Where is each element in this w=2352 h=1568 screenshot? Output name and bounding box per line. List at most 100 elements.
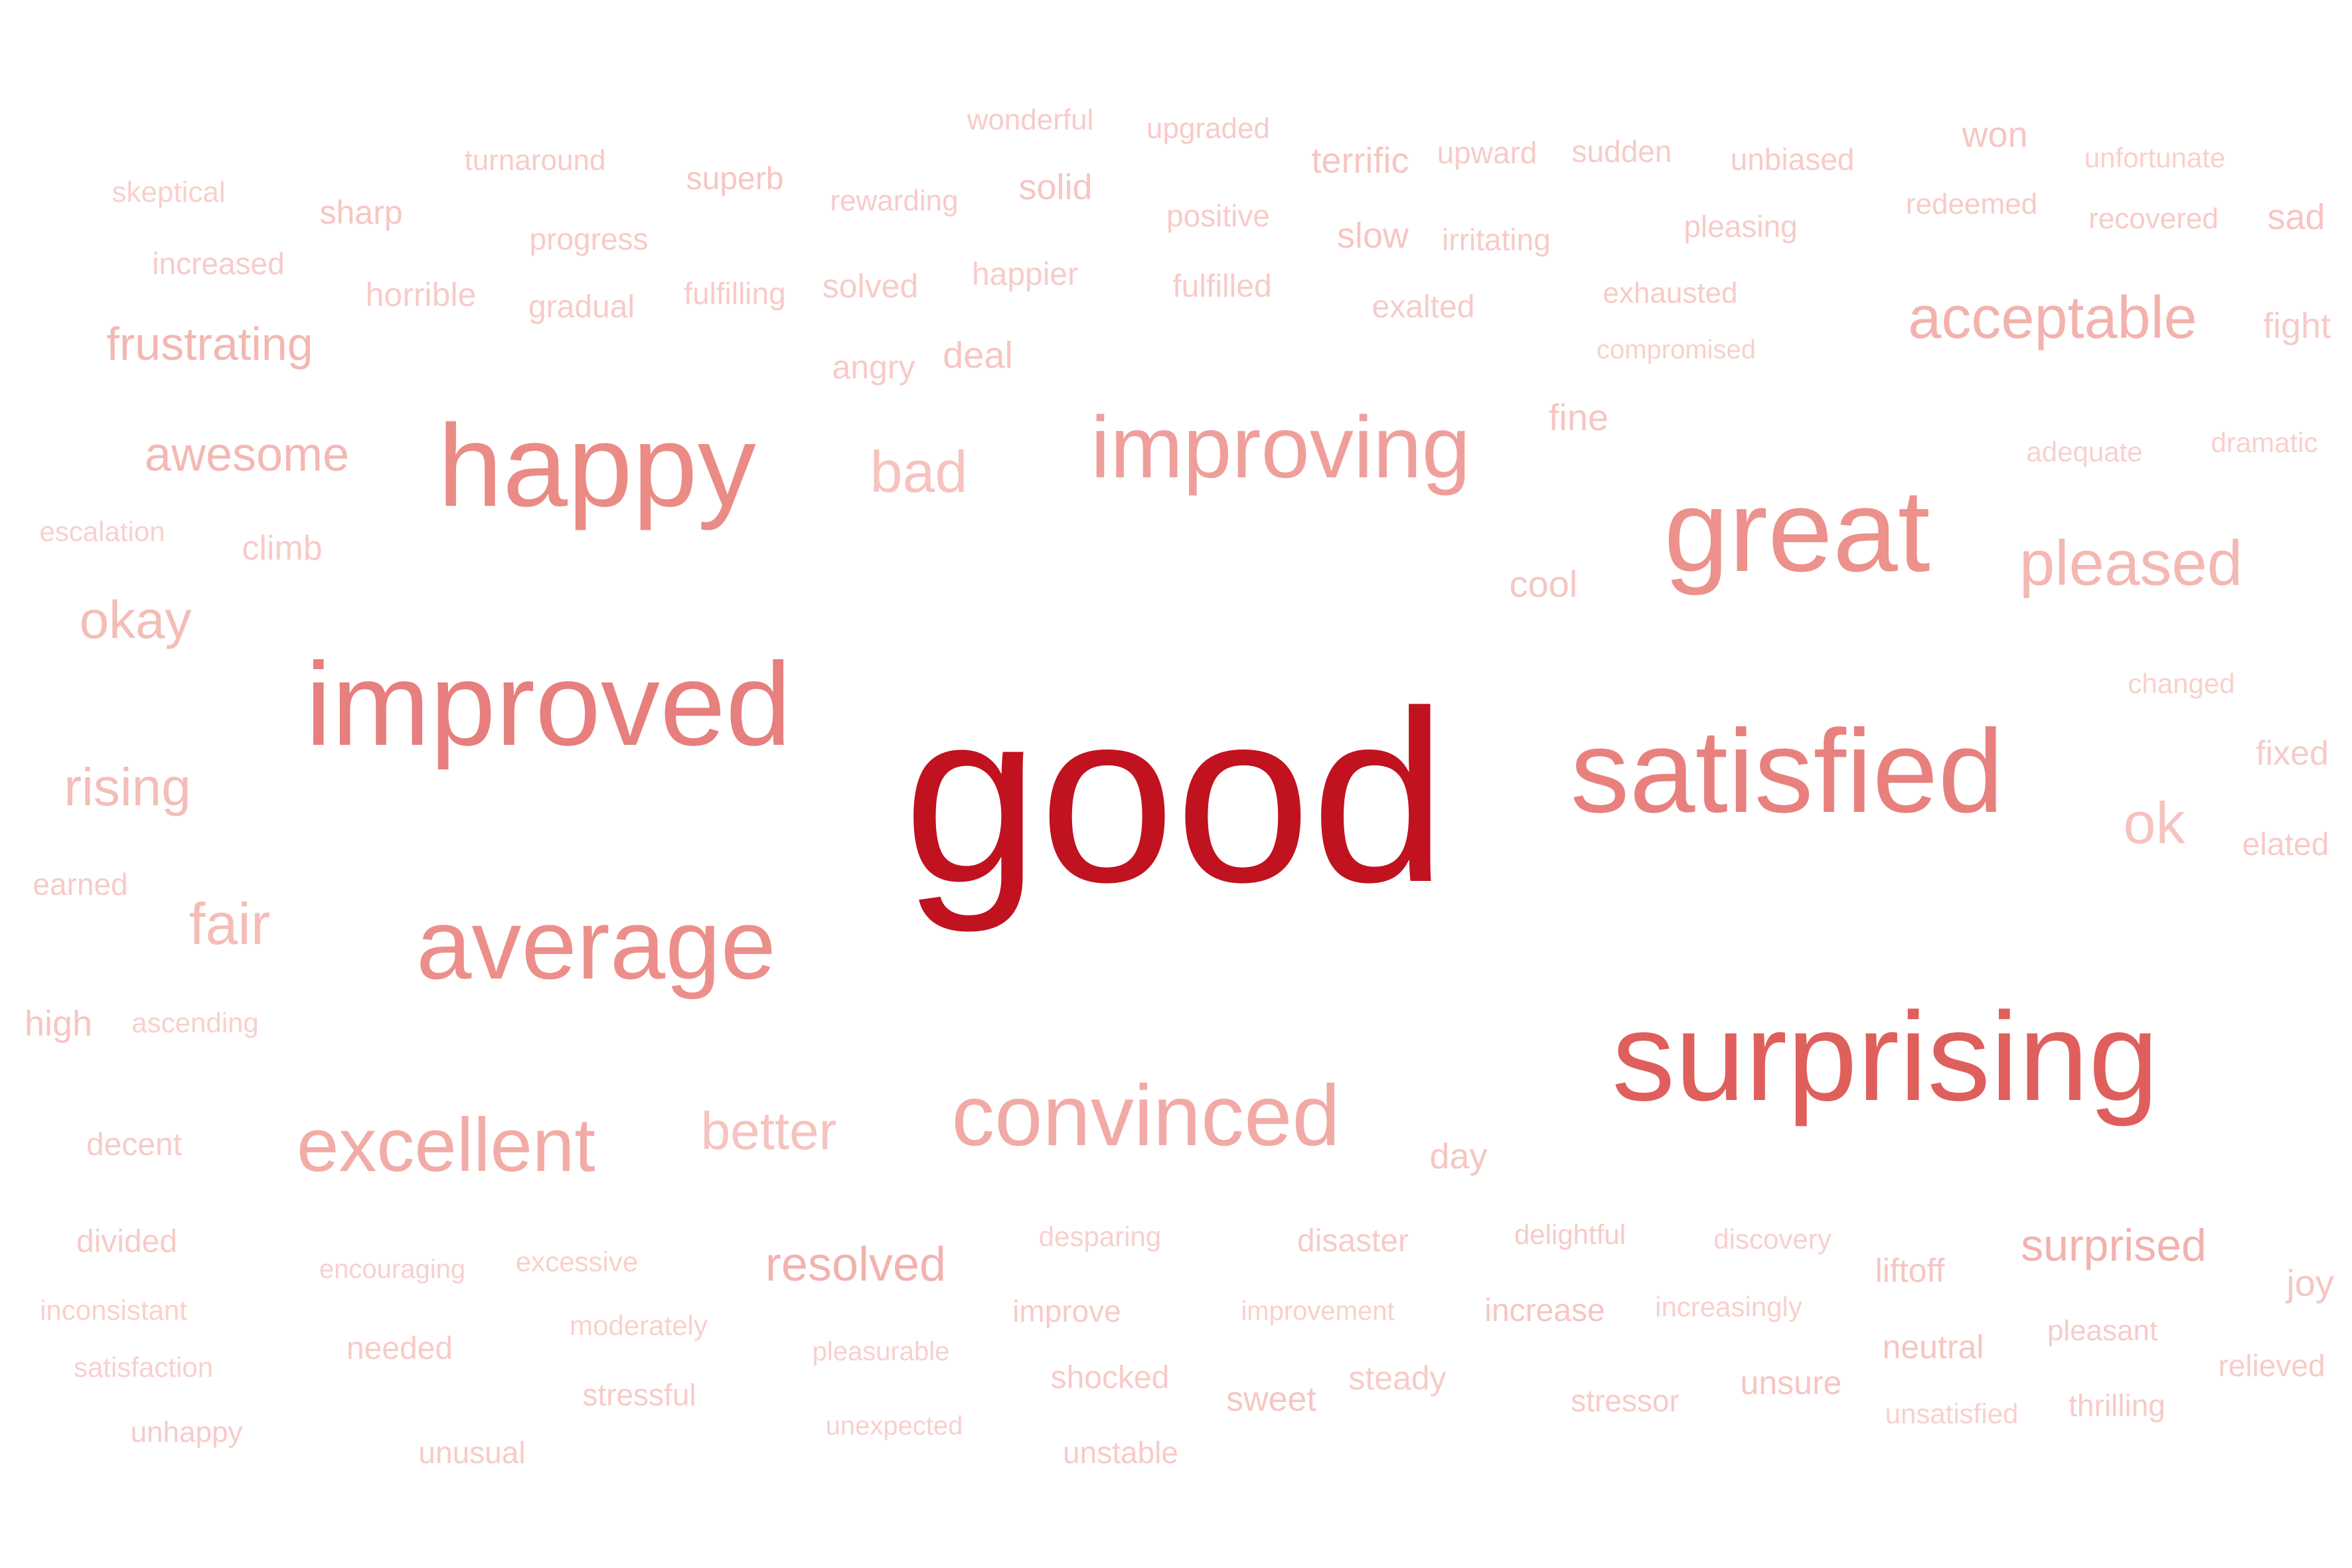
word-high: high	[24, 1004, 93, 1044]
word-pleasant: pleasant	[2047, 1314, 2158, 1347]
word-ascending: ascending	[131, 1007, 259, 1038]
word-acceptable: acceptable	[1908, 285, 2197, 351]
word-pleasing: pleasing	[1684, 209, 1798, 244]
word-exalted: exalted	[1372, 289, 1475, 325]
word-bad: bad	[870, 439, 968, 505]
word-fight: fight	[2262, 306, 2331, 346]
word-turnaround: turnaround	[464, 144, 606, 177]
word-progress: progress	[529, 222, 649, 256]
word-exhausted: exhausted	[1603, 277, 1738, 309]
word-pleased: pleased	[2019, 528, 2243, 599]
word-rising: rising	[64, 757, 191, 817]
word-increasingly: increasingly	[1655, 1291, 1802, 1322]
word-sweet: sweet	[1226, 1380, 1316, 1419]
word-increase: increase	[1484, 1293, 1605, 1328]
word-upward: upward	[1437, 135, 1537, 170]
word-average: average	[416, 888, 777, 1000]
word-improved: improved	[305, 638, 792, 770]
word-fulfilled: fulfilled	[1172, 269, 1272, 304]
word-unhappy: unhappy	[130, 1416, 243, 1449]
word-earned: earned	[33, 867, 128, 902]
word-desparing: desparing	[1038, 1221, 1162, 1252]
word-unbiased: unbiased	[1730, 142, 1855, 177]
word-resolved: resolved	[765, 1238, 947, 1291]
word-fine: fine	[1548, 396, 1609, 438]
word-unusual: unusual	[418, 1435, 526, 1470]
word-positive: positive	[1166, 198, 1270, 233]
word-improving: improving	[1090, 398, 1471, 496]
word-increased: increased	[152, 246, 285, 281]
word-needed: needed	[346, 1331, 453, 1366]
word-climb: climb	[242, 529, 323, 568]
word-ok: ok	[2123, 790, 2185, 856]
word-okay: okay	[79, 590, 192, 649]
word-skeptical: skeptical	[112, 176, 226, 208]
word-liftoff: liftoff	[1875, 1252, 1945, 1289]
word-delightful: delightful	[1514, 1219, 1626, 1250]
word-stressful: stressful	[582, 1377, 696, 1412]
word-dramatic: dramatic	[2211, 427, 2318, 458]
word-great: great	[1664, 466, 1930, 596]
word-unsatisfied: unsatisfied	[1885, 1398, 2019, 1429]
word-relieved: relieved	[2218, 1348, 2325, 1383]
word-good: good	[903, 660, 1447, 933]
word-horrible: horrible	[365, 276, 477, 313]
word-terrific: terrific	[1311, 141, 1409, 181]
word-escalation: escalation	[39, 516, 165, 547]
word-disaster: disaster	[1296, 1223, 1409, 1259]
word-encouraging: encouraging	[319, 1255, 466, 1284]
word-joy: joy	[2286, 1262, 2334, 1304]
word-pleasurable: pleasurable	[812, 1337, 950, 1366]
word-superb: superb	[686, 161, 784, 196]
word-sad: sad	[2267, 197, 2325, 237]
word-fixed: fixed	[2256, 734, 2329, 773]
word-surprising: surprising	[1612, 986, 2159, 1127]
word-excellent: excellent	[297, 1103, 595, 1188]
word-wonderful: wonderful	[967, 104, 1094, 136]
word-changed: changed	[2128, 668, 2235, 699]
word-fulfilling: fulfilling	[684, 276, 786, 311]
word-discovery: discovery	[1713, 1223, 1832, 1255]
word-irritating: irritating	[1442, 222, 1551, 257]
word-angry: angry	[832, 349, 915, 386]
word-thrilling: thrilling	[2069, 1388, 2165, 1423]
word-surprised: surprised	[2021, 1220, 2207, 1271]
word-day: day	[1429, 1137, 1488, 1176]
word-adequate: adequate	[2026, 436, 2143, 467]
word-fair: fair	[189, 891, 271, 957]
word-unexpected: unexpected	[825, 1411, 963, 1441]
word-moderately: moderately	[570, 1310, 708, 1341]
word-happy: happy	[437, 401, 756, 531]
word-unfortunate: unfortunate	[2084, 142, 2226, 173]
word-frustrating: frustrating	[106, 318, 313, 370]
word-stressor: stressor	[1571, 1383, 1680, 1418]
word-better: better	[700, 1101, 837, 1160]
word-inconsistant: inconsistant	[40, 1294, 187, 1326]
word-happier: happier	[971, 257, 1079, 292]
word-rewarding: rewarding	[830, 185, 959, 217]
word-unstable: unstable	[1063, 1435, 1178, 1470]
word-decent: decent	[86, 1127, 183, 1162]
word-solid: solid	[1018, 167, 1093, 207]
word-satisfied: satisfied	[1570, 705, 2004, 837]
word-neutral: neutral	[1882, 1328, 1984, 1366]
word-compromised: compromised	[1596, 335, 1757, 364]
word-solved: solved	[822, 268, 919, 305]
word-deal: deal	[943, 334, 1013, 376]
word-shocked: shocked	[1050, 1360, 1170, 1395]
word-improve: improve	[1012, 1294, 1121, 1328]
word-gradual: gradual	[528, 289, 635, 325]
word-sudden: sudden	[1571, 134, 1672, 169]
word-satisfaction: satisfaction	[73, 1352, 214, 1383]
word-won: won	[1962, 115, 2028, 155]
word-recovered: recovered	[2088, 202, 2219, 235]
word-slow: slow	[1336, 216, 1409, 256]
word-convinced: convinced	[951, 1067, 1340, 1164]
word-elated: elated	[2242, 827, 2329, 862]
word-redeemed: redeemed	[1905, 188, 2038, 220]
word-awesome: awesome	[144, 428, 350, 481]
word-divided: divided	[76, 1224, 178, 1259]
word-sharp: sharp	[319, 194, 403, 231]
word-upgraded: upgraded	[1146, 112, 1270, 145]
